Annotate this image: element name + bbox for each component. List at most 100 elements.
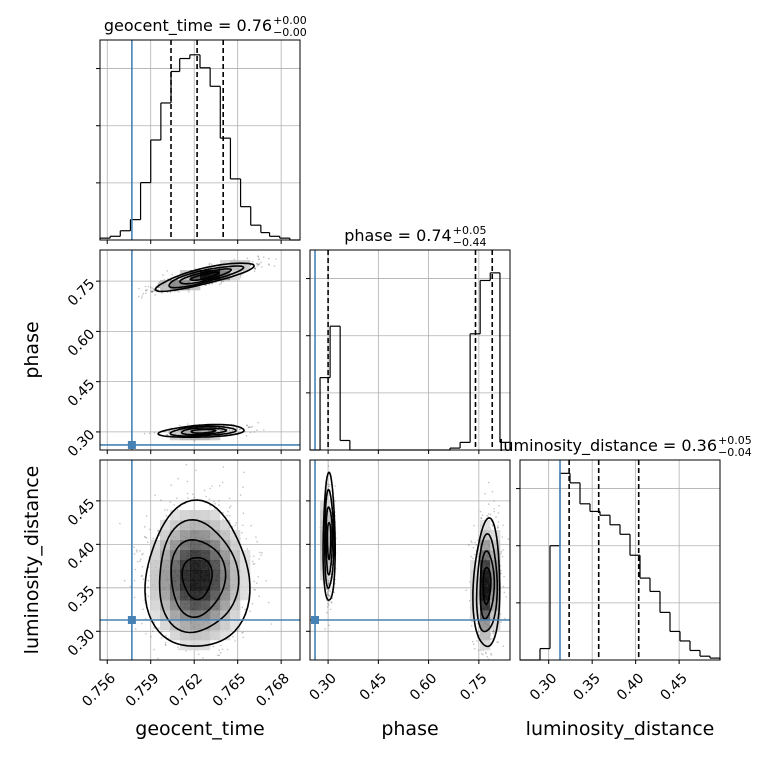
joint-geocent-phase-sample-point (166, 434, 168, 436)
phase-y-tick-label: 0.45 (65, 377, 98, 410)
joint-geocent-phase-sample-point (311, 256, 313, 258)
hist-geocent-time-axes (106, 40, 282, 244)
joint-geocent-phase-sample-point (240, 271, 242, 273)
joint-geocent-distance-density-cell (200, 560, 211, 571)
joint-phase-distance-sample-point (488, 503, 490, 505)
joint-phase-distance-density-cell (480, 580, 491, 591)
joint-geocent-phase-sample-point (141, 295, 143, 297)
phase-title: phase = 0.74 +0.05−0.44 (344, 224, 486, 249)
joint-phase-distance-sample-point (329, 595, 331, 597)
joint-geocent-distance-sample-point (173, 504, 175, 506)
joint-phase-distance-sample-point (479, 510, 482, 513)
joint-phase-distance-sample-point (334, 578, 337, 581)
joint-phase-distance-contour-1-3 (472, 517, 501, 648)
joint-geocent-distance-sample-point (158, 627, 160, 629)
joint-geocent-phase-sample-point (246, 424, 248, 427)
luminosity-distance-title-text: luminosity_distance = 0.36 (499, 436, 717, 456)
joint-geocent-distance-sample-point (133, 553, 136, 555)
joint-geocent-distance-sample-point (129, 585, 132, 588)
joint-phase-distance-truth-marker (311, 616, 320, 624)
joint-phase-distance-sample-point (498, 504, 500, 507)
joint-geocent-distance-density-cell (150, 570, 161, 581)
joint-geocent-distance-sample-point (153, 627, 155, 629)
joint-geocent-distance-density-cell (210, 550, 221, 561)
joint-phase-distance-sample-point (327, 583, 330, 585)
joint-geocent-distance-sample-point (164, 641, 167, 644)
joint-phase-distance-sample-point (329, 483, 331, 486)
joint-geocent-distance-density-cell (180, 630, 191, 641)
joint-geocent-distance-density-cell (180, 570, 191, 581)
joint-phase-distance-sample-point (502, 585, 505, 588)
joint-geocent-distance-sample-point (135, 549, 138, 551)
joint-geocent-phase-sample-point (251, 425, 254, 428)
joint-geocent-distance-sample-point (222, 466, 225, 468)
joint-phase-distance-density-cell (490, 600, 501, 611)
joint-geocent-distance-sample-point (242, 512, 245, 514)
phase-title-param: phase (344, 226, 392, 245)
joint-geocent-distance-sample-point (253, 555, 255, 558)
joint-geocent-distance-sample-point (226, 648, 229, 651)
y-axis-label-luminosity-distance: luminosity_distance (21, 466, 43, 655)
joint-geocent-distance-sample-point (137, 560, 139, 563)
joint-geocent-distance-density-cell (210, 590, 221, 601)
joint-geocent-distance-sample-point (134, 568, 137, 571)
joint-geocent-distance-sample-point (229, 515, 231, 517)
joint-geocent-distance-sample-point (209, 487, 211, 490)
joint-phase-distance-sample-point (485, 652, 487, 655)
joint-geocent-distance-density-cell (210, 560, 221, 571)
joint-geocent-distance-sample-point (160, 662, 162, 664)
joint-phase-distance-density-cell (490, 540, 501, 551)
joint-geocent-distance-density-cell (190, 630, 201, 641)
joint-geocent-distance-density-cell (190, 600, 201, 611)
joint-phase-distance-sample-point (504, 617, 506, 620)
joint-geocent-phase-sample-point (257, 263, 260, 266)
joint-geocent-distance-sample-point (241, 632, 243, 634)
joint-geocent-distance-density-cell (210, 630, 221, 641)
joint-phase-distance-sample-point (333, 591, 335, 594)
joint-geocent-distance-density-cell (170, 620, 181, 631)
x-axis-label-geocent-time: geocent_time (135, 718, 264, 740)
joint-geocent-phase-sample-point (263, 429, 265, 431)
joint-geocent-distance-sample-point (185, 463, 188, 466)
joint-geocent-distance-density-cell (200, 530, 211, 541)
joint-phase-distance-sample-point (329, 608, 332, 611)
joint-geocent-distance-density-cell (220, 600, 231, 611)
luminosity-distance-x-tick-label: 0.30 (527, 670, 560, 703)
joint-geocent-distance-sample-point (249, 610, 251, 612)
joint-geocent-distance-sample-point (220, 644, 222, 647)
joint-geocent-distance-sample-point (145, 633, 147, 635)
joint-geocent-phase-sample-point (268, 263, 270, 265)
joint-geocent-distance-sample-point (164, 509, 166, 511)
joint-geocent-distance-sample-point (229, 505, 232, 507)
joint-geocent-phase-sample-point (236, 428, 238, 430)
joint-geocent-distance-density-cell (160, 520, 171, 531)
joint-geocent-distance-density-cell (170, 630, 181, 641)
luminosity-distance-title-minus: −0.04 (718, 446, 752, 459)
joint-geocent-distance-sample-point (218, 654, 220, 656)
joint-geocent-distance-sample-point (134, 628, 137, 630)
joint-geocent-phase-sample-point (208, 283, 211, 285)
joint-phase-distance-sample-point (471, 541, 473, 544)
joint-geocent-phase-sample-point (239, 428, 241, 431)
joint-geocent-distance-sample-point (177, 477, 180, 480)
joint-phase-distance-sample-point (501, 555, 504, 558)
geocent-time-x-tick-label: 0.765 (210, 670, 250, 710)
joint-phase-distance-sample-point (327, 592, 329, 594)
joint-phase-distance-sample-point (470, 540, 472, 542)
geocent-time-title-text: geocent_time = 0.76 (104, 16, 272, 36)
joint-phase-distance-sample-point (329, 590, 332, 592)
joint-phase-distance-density-cell (490, 560, 501, 571)
joint-geocent-distance-density-cell (220, 620, 231, 631)
joint-geocent-distance-density-cell (210, 540, 221, 551)
joint-geocent-phase-sample-point (231, 429, 233, 432)
joint-phase-distance-sample-point (497, 526, 500, 529)
joint-geocent-distance-density-cell (160, 570, 171, 581)
joint-geocent-phase-sample-point (152, 288, 155, 290)
phase-y-tick-label: 0.60 (65, 326, 98, 359)
joint-geocent-distance-sample-point (170, 665, 172, 667)
joint-geocent-distance-sample-point (245, 538, 248, 540)
geocent-time-title-minus: −0.00 (273, 26, 307, 39)
joint-phase-distance-sample-point (476, 640, 478, 642)
joint-geocent-distance-sample-point (243, 471, 245, 474)
joint-geocent-distance-sample-point (123, 579, 126, 582)
